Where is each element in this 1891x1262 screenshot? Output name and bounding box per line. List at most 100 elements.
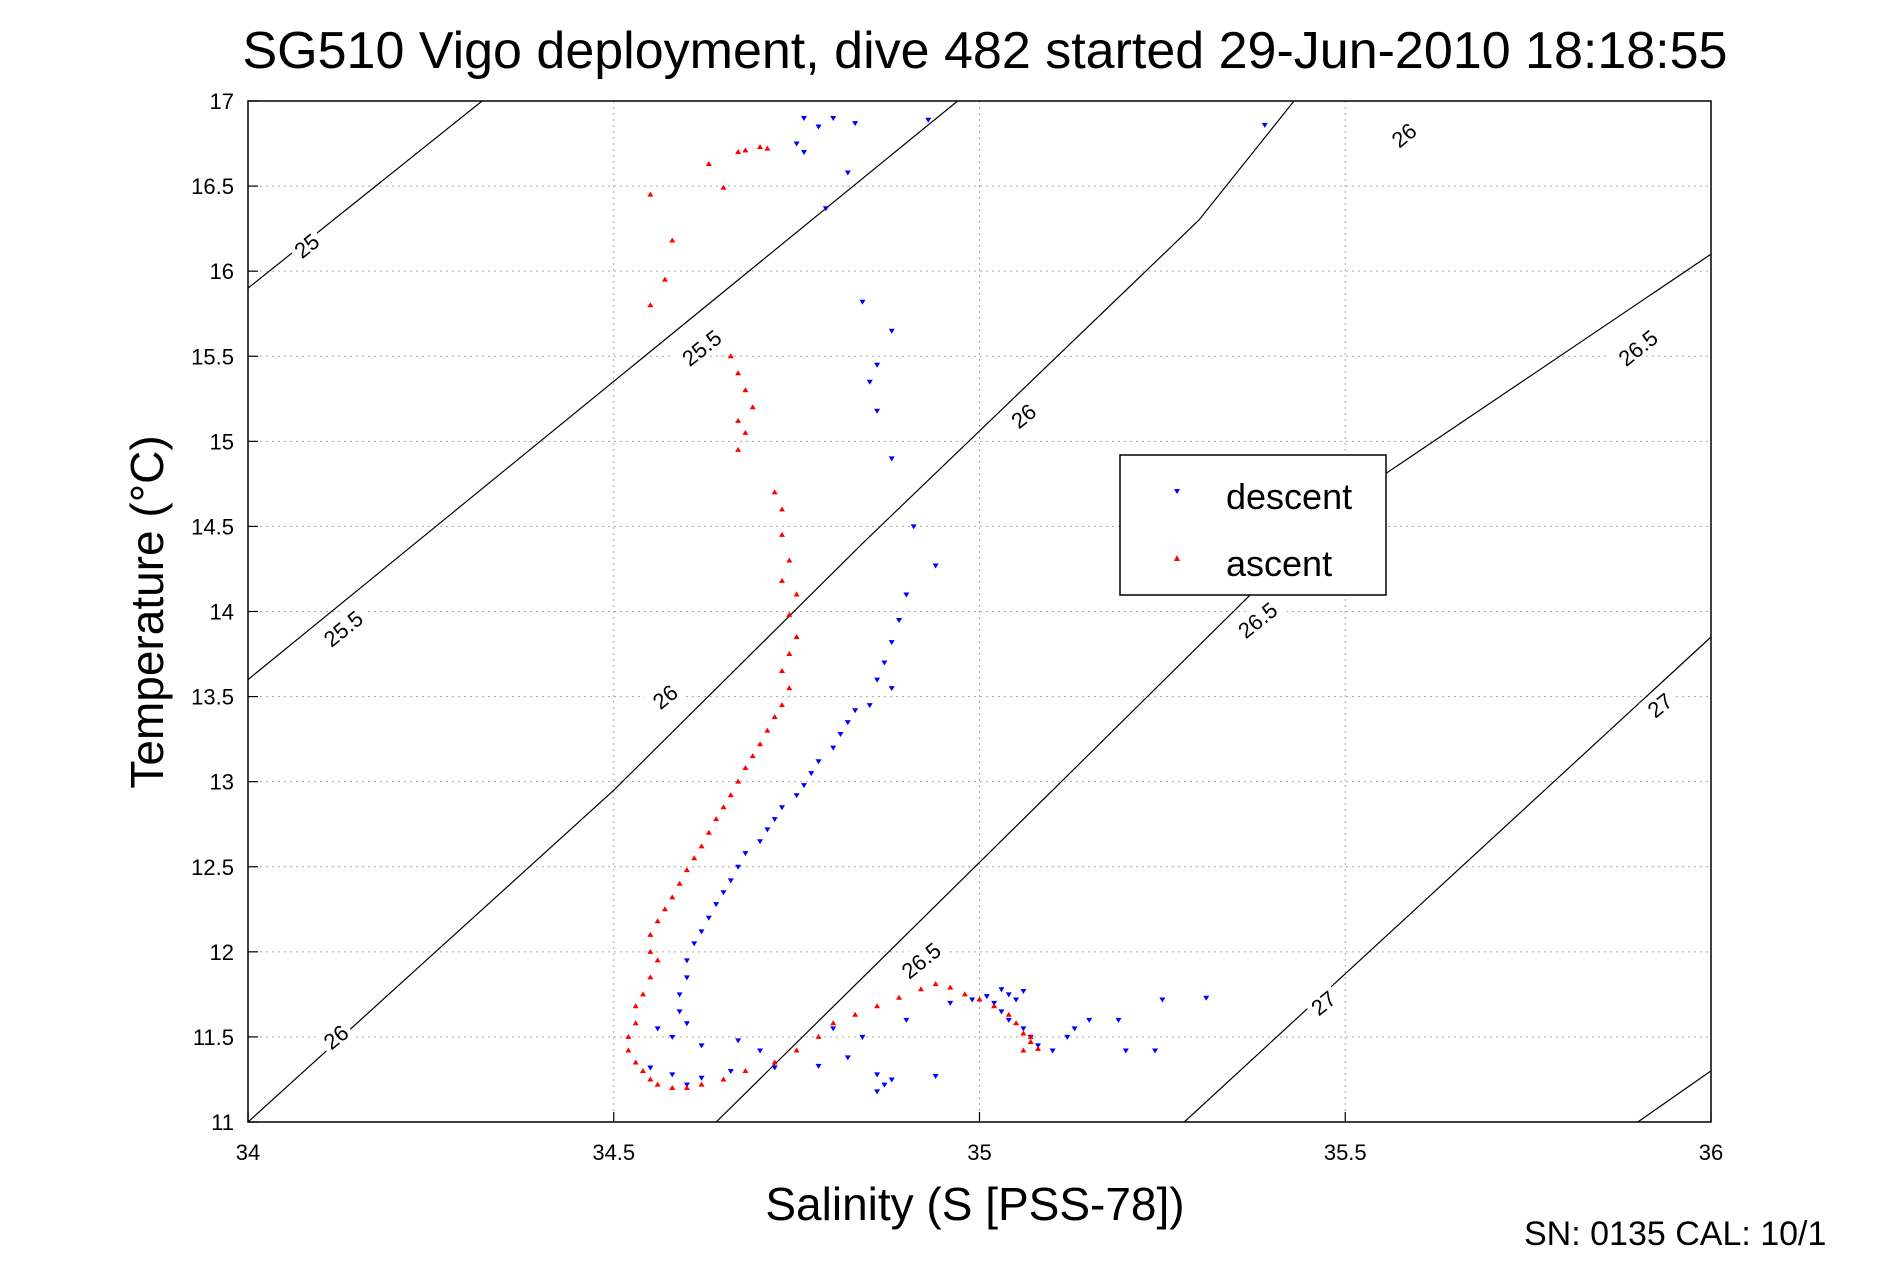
x-tick-labels: 34 34.5 35 35.5 36 xyxy=(236,1112,1723,1165)
ascent-point-50 xyxy=(640,991,647,997)
descent-point-4 xyxy=(925,117,932,123)
contour-label-11: 27 xyxy=(1638,684,1680,725)
svg-text:27: 27 xyxy=(1643,688,1678,723)
ascent-point-59 xyxy=(669,1084,676,1090)
y-tick-label-8: 15 xyxy=(210,429,234,454)
descent-point-90 xyxy=(1203,995,1210,1001)
ascent-point-79 xyxy=(1020,1030,1027,1036)
ascent-point-19 xyxy=(778,531,785,537)
descent-point-38 xyxy=(735,864,742,870)
svg-text:25: 25 xyxy=(289,229,324,264)
legend-descent-marker xyxy=(1174,489,1180,494)
descent-point-44 xyxy=(691,941,698,947)
descent-point-1 xyxy=(815,124,822,130)
ascent-point-67 xyxy=(830,1020,837,1026)
ascent-point-6 xyxy=(647,191,654,197)
descent-point-20 xyxy=(888,640,895,646)
ascent-point-53 xyxy=(625,1033,632,1039)
descent-point-3 xyxy=(852,121,859,127)
ascent-point-33 xyxy=(742,765,749,771)
ascent-point-56 xyxy=(640,1067,647,1073)
ascent-point-81 xyxy=(1035,1045,1042,1051)
descent-point-53 xyxy=(735,1038,742,1044)
descent-point-87 xyxy=(1086,1017,1093,1023)
ascent-point-51 xyxy=(632,1003,639,1009)
ascent-point-16 xyxy=(735,446,742,452)
ascent-point-40 xyxy=(691,855,698,861)
svg-text:26: 26 xyxy=(1006,399,1041,434)
descent-point-35 xyxy=(764,827,771,833)
svg-text:26: 26 xyxy=(648,680,683,715)
ascent-point-65 xyxy=(793,1047,800,1053)
ascent-point-54 xyxy=(625,1047,632,1053)
descent-point-62 xyxy=(844,1055,851,1061)
descent-point-2 xyxy=(830,116,837,122)
descent-point-43 xyxy=(698,929,705,935)
descent-point-55 xyxy=(647,1065,654,1071)
ascent-point-41 xyxy=(683,867,690,873)
svg-text:27: 27 xyxy=(1306,986,1341,1021)
ascent-point-39 xyxy=(698,843,705,849)
descent-point-6 xyxy=(793,141,800,147)
descent-point-51 xyxy=(669,1034,676,1040)
descent-point-0 xyxy=(800,116,807,122)
ascent-point-76 xyxy=(991,1003,998,1009)
ascent-point-36 xyxy=(720,804,727,810)
descent-point-47 xyxy=(676,992,683,998)
y-tick-label-1: 11.5 xyxy=(193,1025,234,1050)
ascent-point-9 xyxy=(647,302,654,308)
contour-label-9: 26.5 xyxy=(1226,591,1287,647)
descent-point-77 xyxy=(1013,997,1020,1003)
ascent-point-57 xyxy=(647,1076,654,1082)
isopycnal-line-3 xyxy=(715,253,1711,1122)
contour-label-8: 26 xyxy=(1382,114,1424,155)
y-tick-label-2: 12 xyxy=(210,940,234,965)
ascent-point-82 xyxy=(1020,1047,1027,1053)
descent-point-80 xyxy=(1005,1017,1012,1023)
descent-point-67 xyxy=(830,1026,837,1032)
ascent-point-14 xyxy=(735,417,742,423)
descent-point-81 xyxy=(1020,1026,1027,1032)
y-tick-labels: 11 11.5 12 12.5 13 13.5 14 14.5 15 15.5 16 16.5 17 xyxy=(191,89,258,1135)
y-tick-label-3: 12.5 xyxy=(191,855,234,880)
legend-ascent-marker xyxy=(1174,555,1180,561)
svg-text:26: 26 xyxy=(319,1020,354,1055)
ascent-point-31 xyxy=(757,741,764,747)
ascent-point-63 xyxy=(742,1067,749,1073)
descent-point-79 xyxy=(998,1009,1005,1015)
ascent-point-72 xyxy=(932,981,939,987)
ascent-point-75 xyxy=(976,996,983,1002)
descent-point-42 xyxy=(705,915,712,921)
isopycnal-line-1 xyxy=(248,101,958,681)
ascent-point-18 xyxy=(778,506,785,512)
legend-ascent-label: ascent xyxy=(1226,543,1332,584)
ascent-point-15 xyxy=(742,429,749,435)
legend-descent-label: descent xyxy=(1226,476,1352,517)
descent-point-56 xyxy=(669,1072,676,1078)
descent-point-28 xyxy=(830,745,837,751)
descent-point-12 xyxy=(874,362,881,368)
ascent-point-60 xyxy=(683,1084,690,1090)
ascent-point-12 xyxy=(742,387,749,393)
ascent-point-69 xyxy=(874,1003,881,1009)
descent-point-29 xyxy=(815,759,822,765)
contour-label-2: 26 xyxy=(314,1015,356,1057)
descent-point-48 xyxy=(676,1009,683,1015)
ascent-point-44 xyxy=(661,906,668,912)
descent-point-46 xyxy=(683,975,690,981)
isopycnal-line-2 xyxy=(248,101,1295,1122)
descent-point-26 xyxy=(844,720,851,726)
ascent-point-35 xyxy=(727,792,734,798)
ascent-point-5 xyxy=(720,184,727,190)
y-tick-label-6: 14 xyxy=(210,600,234,625)
ascent-point-20 xyxy=(786,557,793,563)
descent-point-13 xyxy=(866,379,873,385)
descent-point-64 xyxy=(881,1082,888,1088)
ascent-point-80 xyxy=(1027,1039,1034,1045)
descent-point-41 xyxy=(713,902,720,908)
descent-point-88 xyxy=(1115,1017,1122,1023)
descent-point-10 xyxy=(859,299,866,305)
descent-point-31 xyxy=(800,783,807,789)
descent-point-15 xyxy=(888,456,895,462)
